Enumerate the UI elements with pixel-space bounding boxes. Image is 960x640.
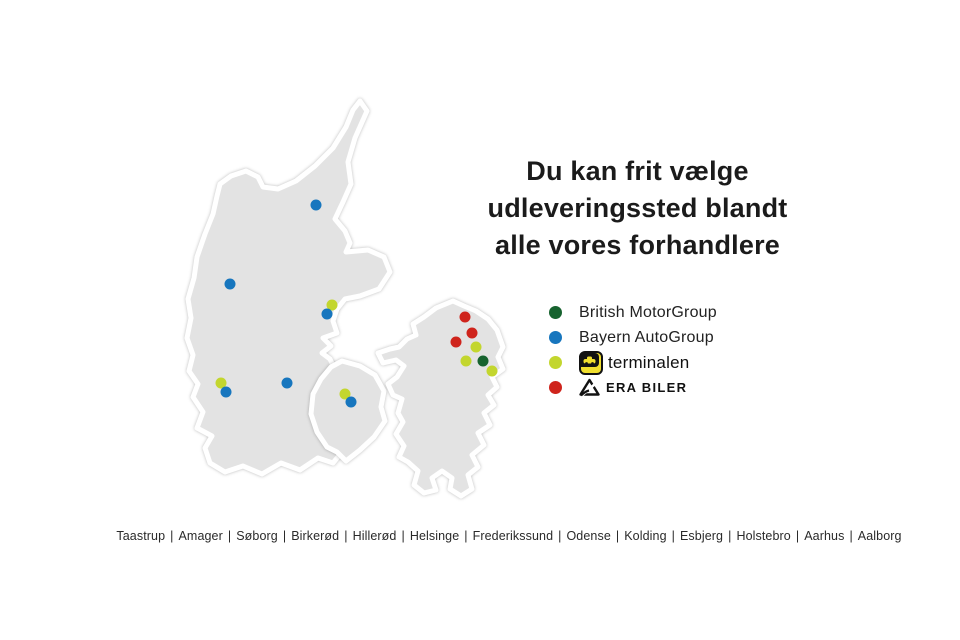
map-marker-bayern-autogroup <box>321 308 333 320</box>
british-motorgroup-dot-icon <box>549 306 562 319</box>
map-marker-bayern-autogroup <box>220 386 232 398</box>
legend-label: ERA BILER <box>606 380 688 395</box>
map-marker-terminalen <box>470 341 482 353</box>
map-marker-british-motorgroup <box>477 355 489 367</box>
city-name: Taastrup <box>116 529 166 543</box>
city-separator: | <box>558 529 562 543</box>
legend-label: British MotorGroup <box>579 303 717 321</box>
era-triangle-logo-icon <box>579 378 600 397</box>
map-marker-bayern-autogroup <box>310 199 322 211</box>
city-separator: | <box>170 529 174 543</box>
map-marker-terminalen <box>486 365 498 377</box>
city-separator: | <box>401 529 405 543</box>
map-marker-era-biler <box>466 327 478 339</box>
city-name: Søborg <box>236 529 278 543</box>
city-separator: | <box>849 529 853 543</box>
bayern-autogroup-dot-icon <box>549 331 562 344</box>
city-separator: | <box>671 529 675 543</box>
legend-label: Bayern AutoGroup <box>579 328 714 346</box>
city-name: Birkerød <box>291 529 340 543</box>
city-separator: | <box>795 529 800 543</box>
title-line-2: udleveringssted blandt <box>487 193 788 223</box>
map-marker-terminalen <box>339 388 351 400</box>
city-name: Esbjerg <box>680 529 724 543</box>
city-name: Aalborg <box>857 529 902 543</box>
zealand-landmass <box>375 298 506 499</box>
era-biler-dot-icon <box>549 381 562 394</box>
city-name: Amager <box>178 529 223 543</box>
city-name: Kolding <box>624 529 667 543</box>
funen-landmass <box>308 358 388 464</box>
jutland-landmass <box>184 98 393 477</box>
map-marker-terminalen <box>215 377 227 389</box>
city-name: Aarhus <box>804 529 845 543</box>
map-marker-bayern-autogroup <box>281 377 293 389</box>
city-separator: | <box>344 529 348 543</box>
title-line-1: Du kan frit vælge <box>526 156 749 186</box>
city-separator: | <box>464 529 468 543</box>
map-marker-era-biler <box>459 311 471 323</box>
map-marker-terminalen <box>460 355 472 367</box>
legend-item-british-motorgroup: British MotorGroup <box>549 300 717 325</box>
title-line-3: alle vores forhandlere <box>494 230 780 260</box>
dealer-legend: British MotorGroup Bayern AutoGroup term… <box>549 300 717 400</box>
city-name: Hillerød <box>352 529 397 543</box>
city-name: Odense <box>566 529 611 543</box>
city-name: Holstebro <box>736 529 791 543</box>
terminalen-dot-icon <box>549 356 562 369</box>
legend-item-era-biler: ERA BILER <box>549 375 717 400</box>
city-separator: | <box>615 529 620 543</box>
city-name: Helsinge <box>409 529 460 543</box>
page-title: Du kan frit vælge udleveringssted blandt… <box>460 153 815 264</box>
map-marker-bayern-autogroup <box>224 278 236 290</box>
legend-item-terminalen: terminalen <box>549 350 717 375</box>
city-list: Taastrup | Amager | Søborg | Birkerød | Hillerød… <box>58 529 960 543</box>
legend-label: terminalen <box>608 352 690 372</box>
city-separator: | <box>282 529 287 543</box>
map-marker-era-biler <box>450 336 462 348</box>
map-markers <box>215 199 498 408</box>
city-name: Frederikssund <box>472 529 554 543</box>
city-separator: | <box>728 529 732 543</box>
landmasses <box>184 98 506 499</box>
terminalen-car-logo-icon <box>579 350 603 375</box>
legend-item-bayern-autogroup: Bayern AutoGroup <box>549 325 717 350</box>
map-marker-bayern-autogroup <box>345 396 357 408</box>
map-marker-terminalen <box>326 299 338 311</box>
city-separator: | <box>227 529 232 543</box>
